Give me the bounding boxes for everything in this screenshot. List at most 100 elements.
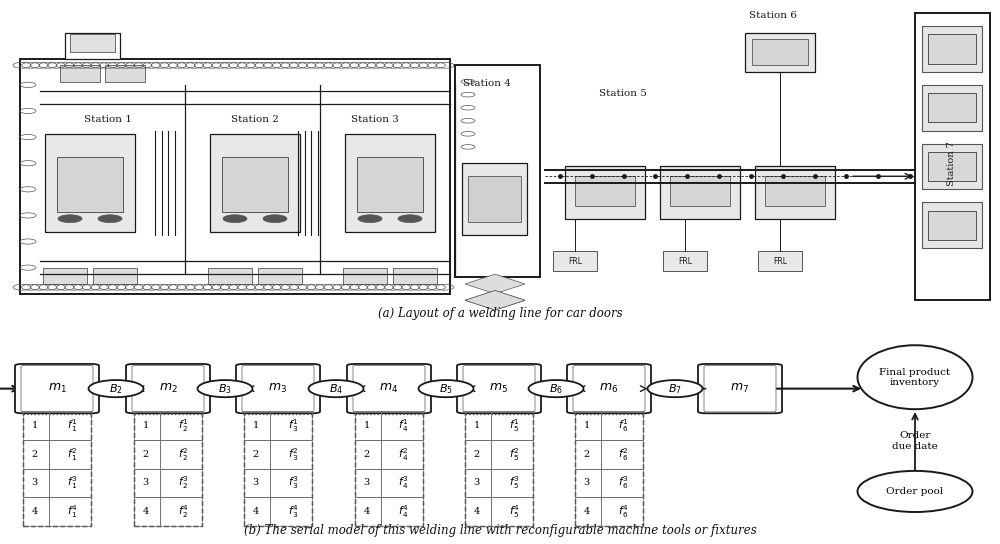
- Bar: [270, 468, 312, 497]
- Bar: [745, 33, 815, 72]
- Bar: [709, 366, 777, 411]
- Text: 4: 4: [473, 507, 480, 516]
- Bar: [491, 411, 533, 440]
- Bar: [134, 468, 160, 497]
- Text: $f^{1}_{\,6}$: $f^{1}_{\,6}$: [618, 417, 629, 434]
- Bar: [752, 39, 808, 65]
- Bar: [922, 202, 982, 248]
- Ellipse shape: [528, 380, 584, 397]
- Text: $f^{2}_{\,5}$: $f^{2}_{\,5}$: [509, 446, 519, 463]
- Bar: [491, 468, 533, 497]
- Bar: [928, 211, 976, 240]
- Bar: [244, 411, 270, 440]
- Text: Final product
inventory: Final product inventory: [879, 368, 951, 387]
- Text: 1: 1: [142, 421, 149, 430]
- Bar: [465, 440, 491, 468]
- Text: $f^{3}_{\,4}$: $f^{3}_{\,4}$: [398, 474, 409, 491]
- Text: $f^{4}_{\,5}$: $f^{4}_{\,5}$: [509, 503, 519, 520]
- FancyBboxPatch shape: [698, 364, 782, 413]
- Bar: [491, 497, 533, 526]
- Bar: [922, 144, 982, 189]
- Text: 1: 1: [252, 421, 259, 430]
- Text: $f^{4}_{\,3}$: $f^{4}_{\,3}$: [288, 503, 298, 520]
- Text: 2: 2: [473, 450, 480, 459]
- Bar: [601, 440, 643, 468]
- Bar: [381, 468, 423, 497]
- Bar: [26, 366, 94, 411]
- Text: $m_{1}$: $m_{1}$: [48, 382, 66, 395]
- Text: 4: 4: [31, 507, 38, 516]
- Bar: [670, 176, 730, 206]
- Bar: [23, 440, 49, 468]
- Bar: [578, 366, 646, 411]
- Text: $B_{6}$: $B_{6}$: [549, 382, 563, 395]
- Bar: [553, 251, 597, 271]
- Ellipse shape: [198, 380, 252, 397]
- Bar: [355, 468, 381, 497]
- Text: FRL: FRL: [678, 257, 692, 265]
- Bar: [134, 497, 160, 526]
- Bar: [43, 268, 87, 284]
- Bar: [575, 468, 601, 497]
- Circle shape: [98, 215, 122, 222]
- Text: 3: 3: [142, 478, 149, 487]
- Bar: [465, 468, 491, 497]
- Bar: [928, 93, 976, 122]
- Bar: [270, 411, 312, 440]
- Bar: [49, 411, 91, 440]
- Text: Station 7: Station 7: [948, 141, 956, 186]
- Bar: [258, 268, 302, 284]
- Text: 4: 4: [583, 507, 590, 516]
- Bar: [468, 366, 536, 411]
- Bar: [462, 163, 527, 235]
- Bar: [49, 497, 91, 526]
- FancyBboxPatch shape: [567, 364, 651, 413]
- Bar: [601, 411, 643, 440]
- Ellipse shape: [418, 380, 474, 397]
- Bar: [455, 65, 540, 277]
- Circle shape: [398, 215, 422, 222]
- Bar: [922, 26, 982, 72]
- Text: 1: 1: [31, 421, 38, 430]
- Text: $f^{4}_{\,4}$: $f^{4}_{\,4}$: [398, 503, 409, 520]
- Text: 1: 1: [363, 421, 370, 430]
- Bar: [70, 34, 115, 52]
- Text: (a) Layout of a welding line for car doors: (a) Layout of a welding line for car doo…: [378, 307, 622, 320]
- Text: Station 4: Station 4: [463, 79, 511, 88]
- Text: Station 3: Station 3: [351, 115, 399, 124]
- Text: 2: 2: [583, 450, 590, 459]
- Text: $B_{2}$: $B_{2}$: [109, 382, 123, 395]
- FancyBboxPatch shape: [236, 364, 320, 413]
- Ellipse shape: [858, 471, 972, 512]
- Bar: [244, 468, 270, 497]
- Text: $f^{1}_{\,4}$: $f^{1}_{\,4}$: [398, 417, 409, 434]
- Bar: [65, 33, 120, 59]
- Bar: [270, 497, 312, 526]
- Bar: [244, 440, 270, 468]
- Text: $B_{5}$: $B_{5}$: [439, 382, 453, 395]
- Ellipse shape: [858, 345, 972, 409]
- Bar: [758, 251, 802, 271]
- Bar: [468, 176, 521, 222]
- FancyBboxPatch shape: [126, 364, 210, 413]
- Text: FRL: FRL: [568, 257, 582, 265]
- Text: $f^{4}_{\,2}$: $f^{4}_{\,2}$: [178, 503, 188, 520]
- Text: Station 1: Station 1: [84, 115, 132, 124]
- Text: $B_{4}$: $B_{4}$: [329, 382, 343, 395]
- Bar: [663, 251, 707, 271]
- Bar: [575, 411, 601, 440]
- Polygon shape: [465, 290, 525, 310]
- Text: Station 6: Station 6: [749, 10, 797, 20]
- Bar: [381, 440, 423, 468]
- FancyBboxPatch shape: [457, 364, 541, 413]
- Bar: [93, 268, 137, 284]
- Text: $B_{7}$: $B_{7}$: [668, 382, 682, 395]
- Text: $f^{1}_{\,1}$: $f^{1}_{\,1}$: [67, 417, 77, 434]
- Bar: [755, 166, 835, 219]
- Bar: [358, 366, 426, 411]
- Bar: [134, 411, 160, 440]
- Text: $f^{4}_{\,1}$: $f^{4}_{\,1}$: [67, 503, 77, 520]
- Bar: [465, 411, 533, 526]
- Text: 3: 3: [31, 478, 38, 487]
- Bar: [137, 366, 205, 411]
